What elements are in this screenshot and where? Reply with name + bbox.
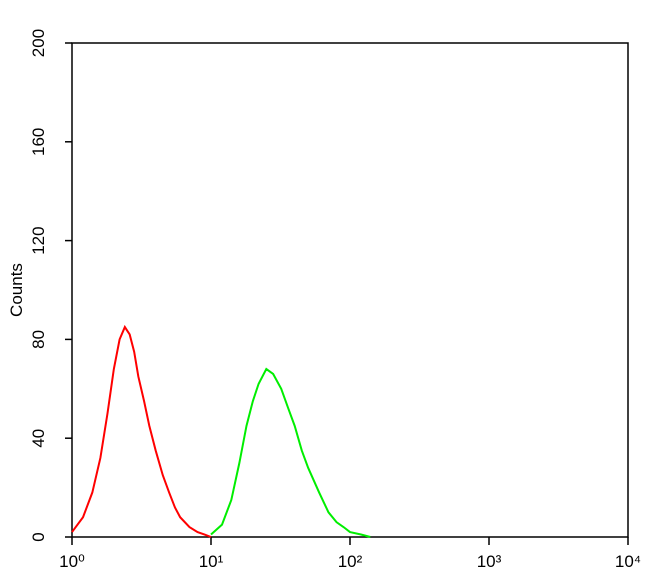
y-tick-label: 80 [29,330,48,349]
x-tick-label: 10³ [477,552,502,571]
x-tick-label: 10⁴ [615,552,641,571]
x-tick-label: 10⁰ [59,552,85,571]
histogram-line [210,367,371,538]
y-axis-label: Counts [7,263,26,317]
y-tick-label: 120 [29,226,48,254]
x-tick-label: 10¹ [199,552,224,571]
histogram-line [71,324,212,538]
y-tick-label: 200 [29,29,48,57]
y-tick-label: 40 [29,429,48,448]
plot-frame [71,42,629,538]
y-tick-label: 0 [29,532,48,541]
x-tick-label: 10² [338,552,363,571]
y-tick-label: 160 [29,128,48,156]
